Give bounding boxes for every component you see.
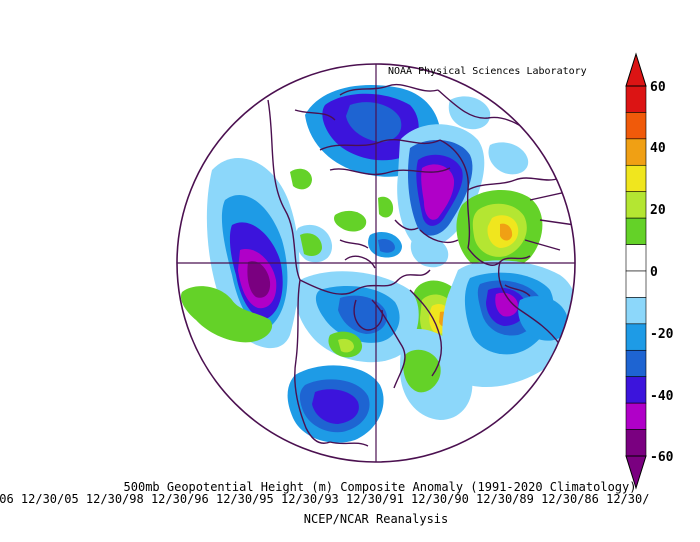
anomaly-field [177, 64, 575, 462]
colorbar: 60 40 20 0 -20 -40 -60 [625, 52, 674, 490]
colorbar-tick-40: 40 [650, 141, 666, 156]
map-boundary [176, 63, 576, 463]
colorbar-tick-neg40: -40 [650, 389, 674, 404]
colorbar-tick-neg20: -20 [650, 327, 674, 342]
colorbar-segment [625, 349, 647, 378]
colorbar-segment [625, 191, 647, 219]
colorbar-segment [625, 297, 647, 325]
colorbar-bottom-arrow [625, 455, 647, 490]
colorbar-segment [625, 85, 647, 113]
colorbar-segment [625, 323, 647, 351]
colorbar-segment [625, 244, 647, 272]
colorbar-segment [625, 112, 647, 140]
colorbar-segment [625, 164, 647, 193]
colorbar-segment [625, 376, 647, 404]
colorbar-tick-60: 60 [650, 80, 666, 95]
colorbar-segment [625, 429, 647, 457]
colorbar-segment [625, 138, 647, 166]
coastlines [267, 83, 575, 447]
map-title: 500mb Geopotential Height (m) Composite … [123, 480, 637, 494]
colorbar-segment [625, 217, 647, 245]
lab-label: NOAA Physical Sciences Laboratory [388, 66, 587, 77]
colorbar-top-arrow [625, 52, 647, 87]
colorbar-tick-20: 20 [650, 203, 666, 218]
colorbar-segment [625, 402, 647, 430]
colorbar-tick-0: 0 [650, 265, 658, 280]
data-source: NCEP/NCAR Reanalysis [303, 512, 449, 526]
colorbar-tick-neg60: -60 [650, 450, 674, 465]
composite-dates: /06 12/30/05 12/30/98 12/30/96 12/30/95 … [0, 492, 650, 506]
colorbar-segment [625, 270, 647, 298]
